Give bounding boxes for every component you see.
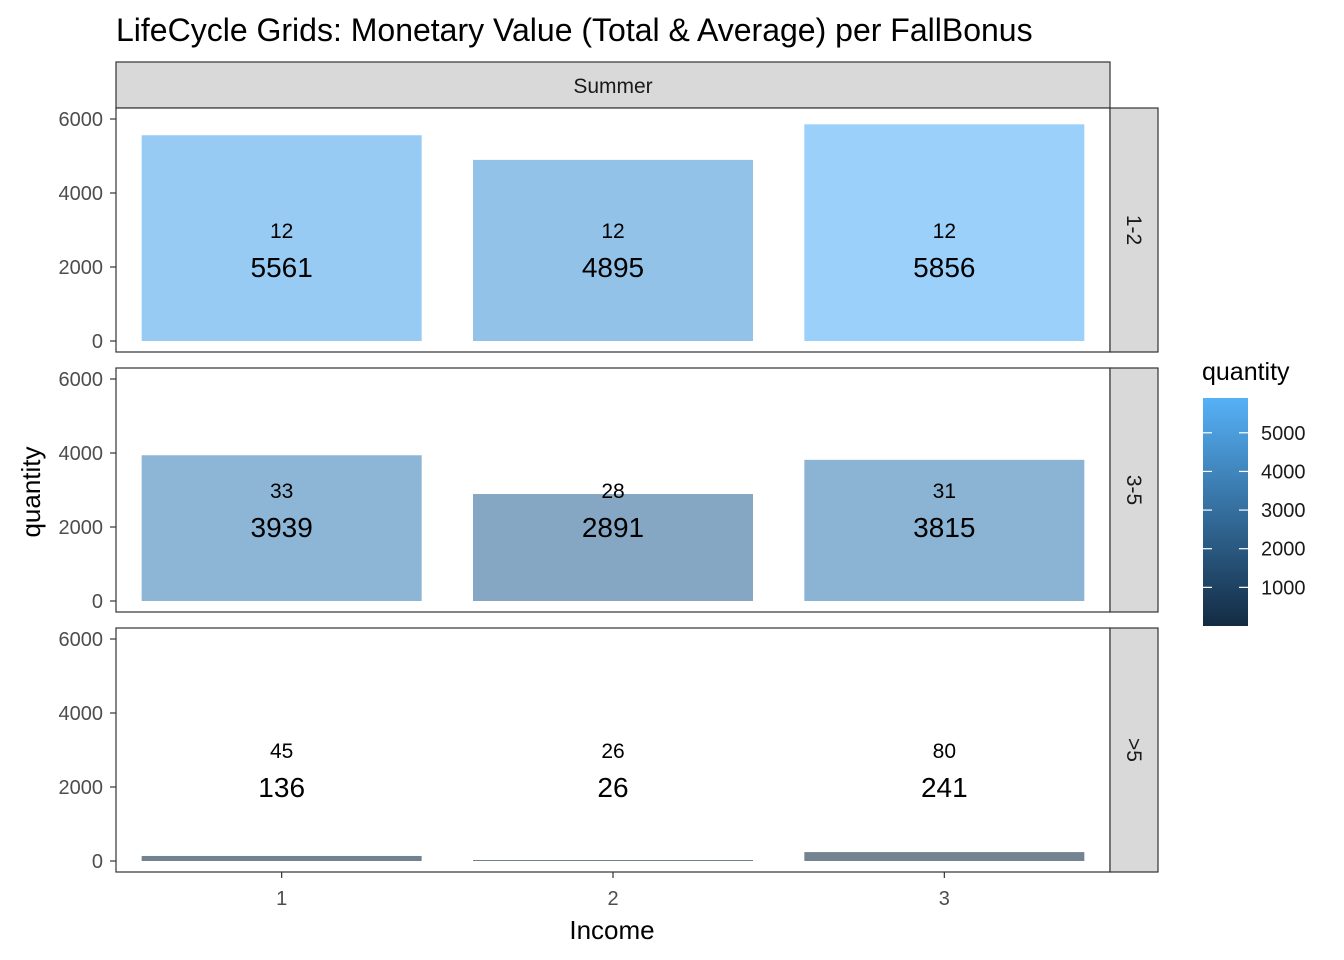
- bar: [473, 159, 753, 341]
- facet-panel-3-5: 3939 33 2891 28 3815 31 0 2000 4000 6000 3-5: [59, 367, 1159, 613]
- y-tick-label: 2000: [59, 517, 104, 539]
- row-strip-label: >5: [1122, 738, 1145, 762]
- value-label: 3939: [251, 512, 313, 543]
- count-label: 33: [270, 480, 293, 503]
- x-axis-title: Income: [569, 915, 654, 945]
- count-label: 31: [933, 480, 956, 503]
- y-tick-label: 2000: [59, 257, 104, 279]
- legend-label: 3000: [1261, 500, 1306, 522]
- x-tick-label: 3: [939, 888, 950, 910]
- bar: [804, 459, 1085, 601]
- value-label: 136: [258, 772, 305, 803]
- count-label: 80: [933, 740, 956, 763]
- bar: [804, 852, 1085, 861]
- legend: quantity 5000 4000 3000 2000 1000: [1202, 358, 1306, 626]
- y-tick-label: 0: [92, 851, 103, 873]
- count-label: 45: [270, 740, 293, 763]
- legend-ticks: 5000 4000 3000 2000 1000: [1203, 423, 1306, 599]
- count-label: 12: [601, 220, 624, 243]
- legend-label: 4000: [1261, 461, 1306, 483]
- bar: [141, 855, 422, 861]
- y-tick-label: 6000: [59, 109, 104, 131]
- x-tick-label: 2: [607, 888, 618, 910]
- row-strip-label: 3-5: [1122, 475, 1145, 505]
- x-tick-label: 1: [276, 888, 287, 910]
- y-tick-label: 2000: [59, 777, 104, 799]
- row-strip: [1109, 107, 1159, 353]
- bar: [141, 455, 422, 601]
- value-label: 3815: [913, 512, 975, 543]
- y-tick-label: 4000: [59, 183, 104, 205]
- value-label: 2891: [582, 512, 644, 543]
- legend-label: 2000: [1261, 539, 1306, 561]
- legend-colorbar: [1203, 398, 1248, 626]
- facet-panel->5: 136 45 26 26 241 80 0 2000 4000 6000 >5: [59, 627, 1159, 873]
- y-tick-label: 4000: [59, 443, 104, 465]
- column-strip-label: Summer: [573, 75, 652, 98]
- value-label: 4895: [582, 252, 644, 283]
- bar: [804, 124, 1085, 341]
- count-label: 12: [933, 220, 956, 243]
- facet-panel-1-2: 5561 12 4895 12 5856 12 0 2000 4000 6000 1-2: [59, 107, 1159, 353]
- bar: [473, 494, 753, 601]
- legend-label: 5000: [1261, 423, 1306, 445]
- value-label: 26: [597, 772, 628, 803]
- count-label: 12: [270, 220, 293, 243]
- y-tick-label: 6000: [59, 629, 104, 651]
- y-axis-title: quantity: [16, 446, 46, 537]
- row-strip-label: 1-2: [1122, 215, 1145, 245]
- value-label: 241: [921, 772, 968, 803]
- column-strip: [115, 61, 1111, 109]
- row-strip: [1109, 627, 1159, 873]
- chart-title: LifeCycle Grids: Monetary Value (Total &…: [116, 12, 1033, 48]
- y-tick-label: 4000: [59, 703, 104, 725]
- panel-border: [115, 627, 1111, 873]
- legend-title: quantity: [1202, 358, 1290, 386]
- value-label: 5561: [251, 252, 313, 283]
- value-label: 5856: [913, 252, 975, 283]
- count-label: 26: [601, 740, 624, 763]
- legend-label: 1000: [1261, 577, 1306, 599]
- y-tick-label: 6000: [59, 369, 104, 391]
- bar: [473, 860, 753, 861]
- y-tick-label: 0: [92, 331, 103, 353]
- bar: [141, 135, 422, 341]
- count-label: 28: [601, 480, 624, 503]
- row-strip: [1109, 367, 1159, 613]
- y-tick-label: 0: [92, 591, 103, 613]
- x-axis: 1 2 3: [276, 872, 950, 910]
- facet-panels: 5561 12 4895 12 5856 12 0 2000 4000 6000 1-2 3939 33…: [59, 107, 1159, 873]
